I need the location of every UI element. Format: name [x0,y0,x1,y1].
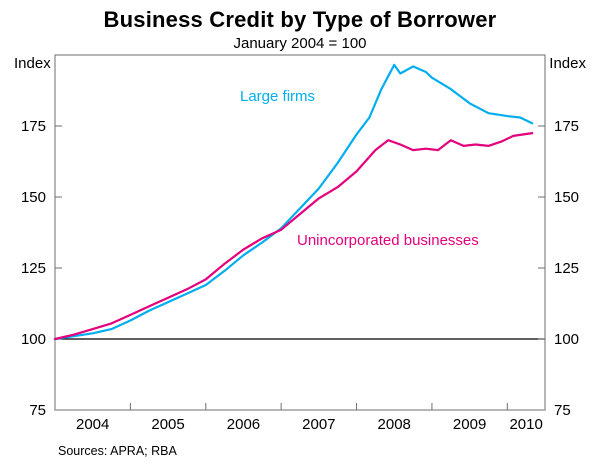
series-line-unincorporated-businesses [53,132,534,341]
x-tick-label: 2004 [76,416,109,433]
x-tick-label: 2006 [227,416,260,433]
y-tick-label-right: 75 [554,402,571,419]
series-label-unincorporated-businesses: Unincorporated businesses [297,232,479,249]
y-tick-label-left: 100 [21,331,46,348]
chart-title: Business Credit by Type of Borrower [103,7,497,32]
y-axis-unit-left: Index [14,55,51,72]
series-line-large-firms [53,63,534,341]
plot-frame [54,54,546,411]
y-tick-label-left: 175 [21,118,46,135]
y-tick-label-right: 150 [554,189,579,206]
y-tick-label-right: 100 [554,331,579,348]
y-axis-unit-right: Index [549,55,586,72]
x-tick-label: 2005 [151,416,184,433]
y-tick-label-right: 125 [554,260,579,277]
sources-note: Sources: APRA; RBA [58,444,177,458]
y-tick-label-left: 125 [21,260,46,277]
y-tick-label-left: 75 [29,402,46,419]
x-tick-label: 2010 [509,416,542,433]
x-tick-label: 2009 [453,416,486,433]
x-tick-label: 2008 [378,416,411,433]
x-tick-label: 2007 [302,416,335,433]
y-tick-label-left: 150 [21,189,46,206]
y-tick-label-right: 175 [554,118,579,135]
series-label-large-firms: Large firms [240,88,316,105]
chart-subtitle: January 2004 = 100 [233,35,367,52]
